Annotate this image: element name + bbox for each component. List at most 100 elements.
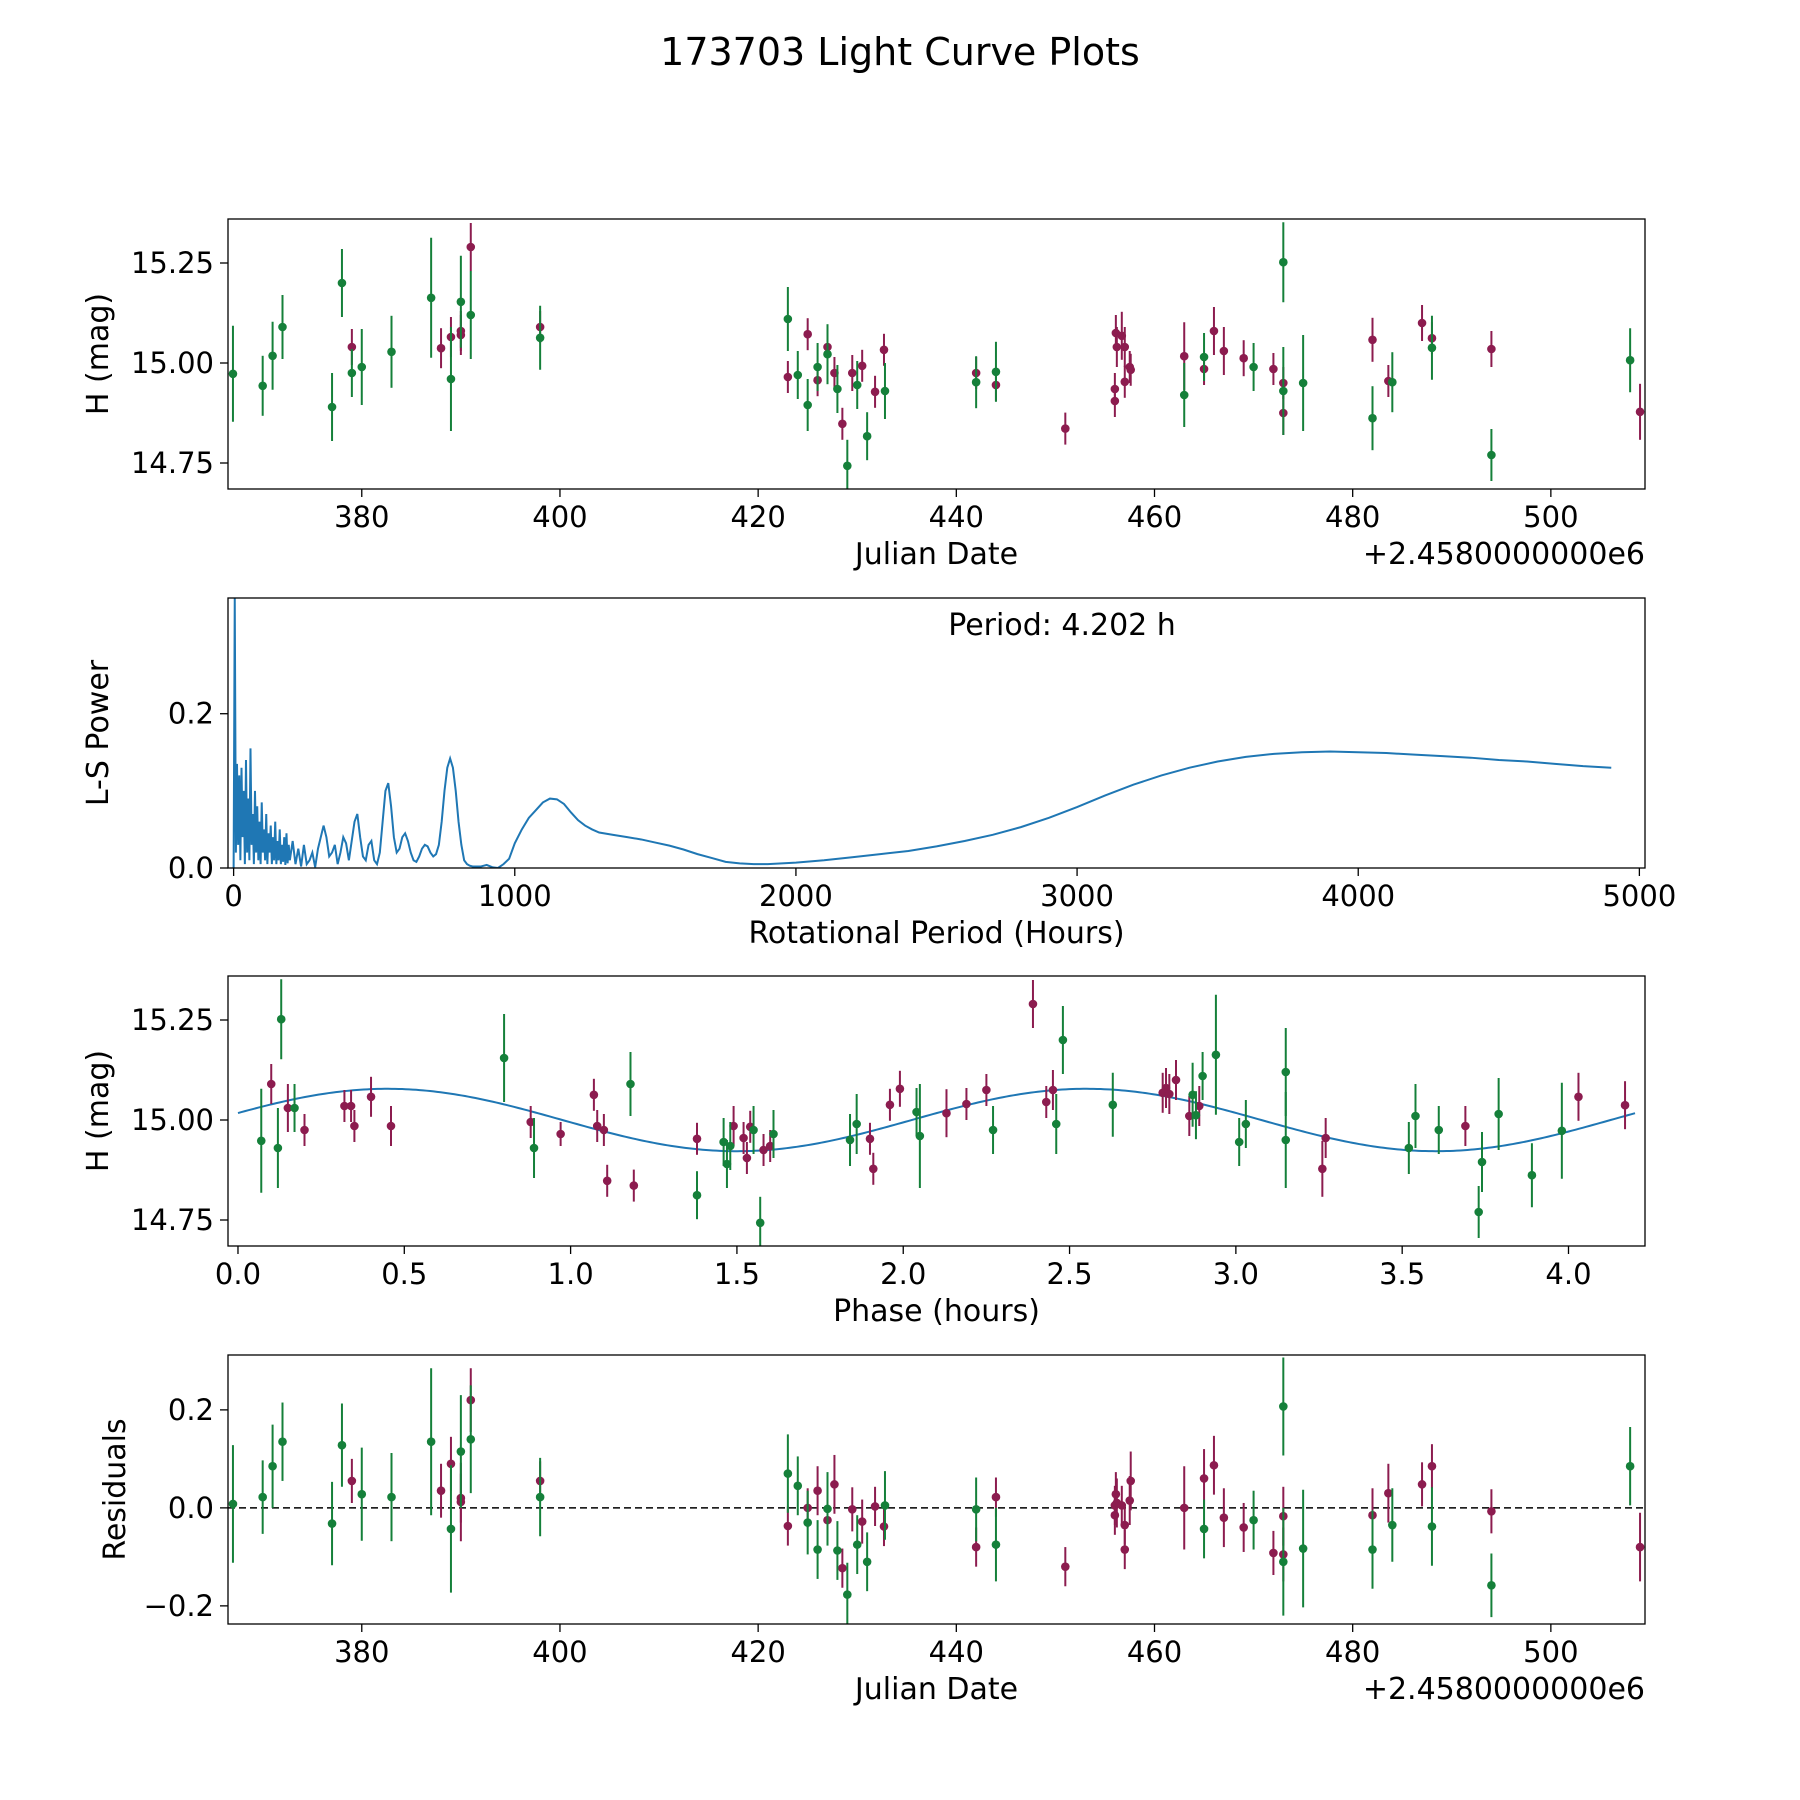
data-point <box>1388 1520 1397 1530</box>
data-point <box>843 461 852 471</box>
data-point <box>366 1092 376 1102</box>
data-point <box>1041 1097 1051 1107</box>
data-point <box>1199 352 1209 362</box>
data-point <box>1384 1488 1393 1498</box>
data-point <box>386 1121 396 1131</box>
data-point <box>1487 450 1496 460</box>
data-point <box>499 1053 509 1063</box>
data-point <box>1051 1119 1061 1129</box>
periodogram-line <box>232 598 1612 868</box>
data-point <box>436 343 446 353</box>
data-point <box>258 381 267 391</box>
data-point <box>1487 344 1496 354</box>
data-point <box>1298 1544 1308 1553</box>
data-point <box>1388 377 1397 387</box>
data-point <box>466 242 476 252</box>
data-point <box>357 1489 367 1499</box>
x-tick-label: 1.0 <box>548 1257 594 1291</box>
x-tick-label: 5000 <box>1602 879 1676 913</box>
residuals-plot-area <box>228 1357 1645 1624</box>
data-point <box>1120 1545 1130 1554</box>
data-point <box>1194 1101 1204 1111</box>
data-point <box>1198 1071 1207 1081</box>
data-point <box>991 1540 1001 1549</box>
data-point <box>1368 1545 1377 1554</box>
data-point <box>1219 1513 1229 1522</box>
data-point <box>813 362 822 372</box>
data-point <box>1219 346 1229 356</box>
x-tick-label: 480 <box>1325 500 1380 534</box>
figure-title: 173703 Light Curve Plots <box>660 30 1140 74</box>
x-tick-label: 4000 <box>1321 879 1395 913</box>
data-point <box>838 1563 847 1573</box>
data-point <box>862 1557 872 1567</box>
data-point <box>1108 1100 1118 1110</box>
x-axis-label: Julian Date <box>853 537 1018 572</box>
data-point <box>1211 1050 1221 1060</box>
data-point <box>1427 343 1437 353</box>
data-point <box>823 349 832 359</box>
data-point <box>1028 999 1038 1009</box>
data-point <box>446 1459 456 1469</box>
data-point <box>347 1476 357 1486</box>
data-point <box>1368 335 1377 345</box>
data-point <box>1112 342 1122 352</box>
y-tick-label: 15.00 <box>131 1103 214 1137</box>
data-point <box>276 1014 286 1024</box>
data-point <box>426 1437 436 1447</box>
data-point <box>337 278 347 288</box>
lightcurve-plot-area <box>228 222 1645 489</box>
data-point <box>1411 1111 1420 1121</box>
data-point <box>347 368 357 378</box>
x-tick-label: 1000 <box>478 879 552 913</box>
x-tick-label: 4.0 <box>1545 1257 1591 1291</box>
data-point <box>852 380 862 390</box>
data-point <box>1557 1126 1567 1136</box>
data-point <box>862 431 872 441</box>
data-point <box>857 361 867 371</box>
x-tick-label: 380 <box>334 500 389 534</box>
data-point <box>1635 1542 1645 1552</box>
data-point <box>589 1090 599 1100</box>
data-point <box>268 351 277 361</box>
y-tick-label: 15.00 <box>131 346 214 380</box>
data-point <box>1625 1461 1635 1471</box>
phased-series-b <box>256 979 1567 1246</box>
x-tick-label: 3.0 <box>1213 1257 1259 1291</box>
y-tick-label: 14.75 <box>131 1203 214 1237</box>
data-point <box>783 1469 793 1478</box>
data-point <box>1368 413 1377 423</box>
data-point <box>783 372 793 382</box>
data-point <box>629 1181 639 1190</box>
data-point <box>847 1505 857 1514</box>
periodogram-plot-area <box>232 598 1612 868</box>
data-point <box>529 1143 539 1153</box>
data-point <box>879 345 889 355</box>
data-point <box>833 384 842 394</box>
data-point <box>971 377 981 387</box>
x-axis-label: Phase (hours) <box>833 1294 1040 1329</box>
data-point <box>813 1486 822 1496</box>
data-point <box>692 1134 702 1144</box>
data-point <box>1574 1092 1583 1102</box>
data-point <box>1061 424 1070 433</box>
data-point <box>803 329 812 339</box>
data-point <box>1318 1164 1327 1174</box>
x-tick-label: 3.5 <box>1379 1257 1425 1291</box>
data-point <box>1281 1135 1291 1145</box>
x-tick-label: 420 <box>730 500 785 534</box>
data-point <box>1239 1523 1248 1532</box>
data-point <box>258 1492 267 1502</box>
data-point <box>1404 1143 1414 1153</box>
data-point <box>833 1546 842 1555</box>
data-point <box>446 374 456 384</box>
data-point <box>256 1136 266 1146</box>
y-tick-label: 0.0 <box>168 851 214 885</box>
data-point <box>991 367 1001 377</box>
data-point <box>1417 318 1427 328</box>
y-tick-label: 0.2 <box>168 1393 214 1427</box>
data-point <box>843 1590 852 1599</box>
x-tick-label: 460 <box>1127 1635 1182 1669</box>
data-point <box>1239 353 1248 363</box>
data-point <box>845 1135 855 1145</box>
